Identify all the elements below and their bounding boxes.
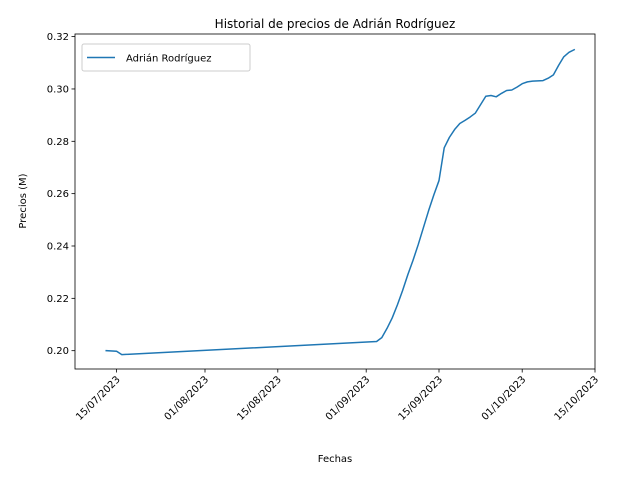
- legend-label: Adrián Rodríguez: [126, 53, 212, 65]
- legend-box: [81, 43, 251, 72]
- x-tick-label: 01/08/2023: [163, 374, 212, 423]
- series-line: [105, 48, 576, 356]
- chart-title: Historial de precios de Adrián Rodríguez: [215, 17, 456, 31]
- x-axis: 15/07/2023 01/08/2023 15/08/2023 01/09/2023…: [74, 369, 601, 423]
- y-axis: 0.20 0.22 0.24 0.26 0.28 0.30 0.32: [47, 32, 75, 357]
- legend: Adrián Rodríguez: [81, 43, 251, 72]
- x-tick-label: 15/07/2023: [74, 374, 123, 423]
- plot-area-frame: [74, 33, 596, 370]
- x-tick-label: 01/10/2023: [480, 374, 529, 423]
- y-tick-label: 0.30: [47, 84, 69, 95]
- y-tick-label: 0.26: [47, 189, 69, 200]
- y-tick-label: 0.22: [47, 294, 69, 305]
- series-layer: [105, 48, 576, 356]
- y-axis-label: Precios (M): [18, 173, 29, 228]
- y-tick-label: 0.32: [47, 32, 69, 43]
- y-tick-label: 0.24: [47, 241, 69, 252]
- x-axis-label: Fechas: [318, 454, 353, 465]
- x-tick-label: 15/08/2023: [235, 374, 284, 423]
- x-tick-label: 15/10/2023: [553, 374, 602, 423]
- y-tick-label: 0.20: [47, 346, 69, 357]
- x-tick-label: 15/09/2023: [397, 374, 446, 423]
- y-tick-label: 0.28: [47, 137, 69, 148]
- x-tick-label: 01/09/2023: [324, 374, 373, 423]
